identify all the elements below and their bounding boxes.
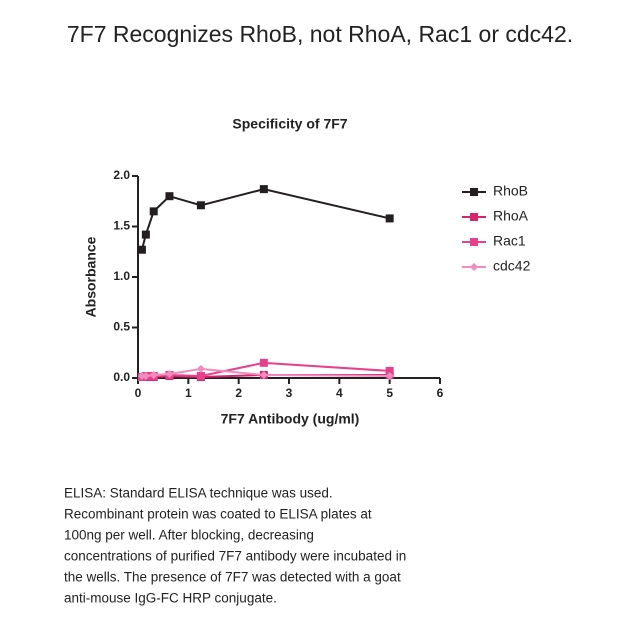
- marker: [165, 369, 174, 378]
- caption-line: 100ng per well. After blocking, decreasi…: [64, 528, 314, 543]
- x-tick-label: 0: [135, 386, 142, 400]
- y-tick-label: 0.5: [113, 320, 130, 334]
- marker: [259, 370, 268, 379]
- marker: [137, 245, 146, 254]
- y-tick-label: 1.0: [113, 269, 130, 283]
- marker: [385, 371, 394, 380]
- caption-line: concentrations of purified 7F7 antibody …: [64, 549, 406, 564]
- legend-label: RhoB: [493, 183, 528, 199]
- legend-marker: [470, 238, 478, 246]
- y-tick-label: 0.0: [113, 370, 130, 384]
- y-tick-label: 2.0: [113, 168, 130, 182]
- marker: [149, 370, 158, 379]
- marker: [196, 371, 205, 380]
- marker: [141, 371, 150, 380]
- x-tick-label: 5: [386, 386, 393, 400]
- x-axis-label: 7F7 Antibody (ug/ml): [221, 411, 360, 427]
- legend-label: RhoA: [493, 208, 529, 224]
- marker: [141, 230, 150, 239]
- caption-line: the wells. The presence of 7F7 was detec…: [64, 570, 401, 585]
- marker: [385, 214, 394, 223]
- y-tick-label: 1.5: [113, 219, 130, 233]
- chart-title: Specificity of 7F7: [232, 116, 347, 132]
- legend-marker: [470, 213, 478, 221]
- marker: [149, 207, 158, 216]
- legend-marker: [470, 188, 478, 196]
- marker: [385, 366, 394, 375]
- caption-line: anti-mouse IgG-FC HRP conjugate.: [64, 591, 277, 606]
- caption-line: ELISA: Standard ELISA technique was used…: [64, 486, 333, 501]
- x-tick-label: 4: [336, 386, 343, 400]
- x-tick-label: 6: [437, 386, 444, 400]
- x-tick-label: 2: [235, 386, 242, 400]
- y-axis-label: Absorbance: [83, 236, 99, 317]
- page-title: 7F7 Recognizes RhoB, not RhoA, Rac1 or c…: [67, 21, 573, 47]
- marker: [259, 358, 268, 367]
- x-tick-label: 3: [286, 386, 293, 400]
- legend-label: cdc42: [493, 258, 531, 274]
- series-line: [140, 188, 390, 250]
- marker: [165, 192, 174, 201]
- caption-line: Recombinant protein was coated to ELISA …: [64, 507, 372, 522]
- legend-marker: [470, 263, 478, 271]
- x-tick-label: 1: [185, 386, 192, 400]
- legend-label: Rac1: [493, 233, 526, 249]
- marker: [196, 364, 205, 373]
- marker: [196, 201, 205, 210]
- marker: [259, 185, 268, 194]
